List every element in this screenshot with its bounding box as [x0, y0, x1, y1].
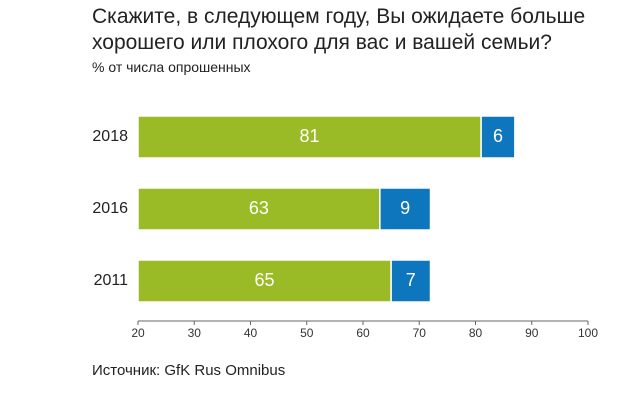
data-label: 63 — [249, 198, 269, 218]
source-note: Источник: GfK Rus Omnibus — [92, 362, 286, 379]
x-tick-label: 80 — [469, 326, 483, 340]
x-tick-label: 70 — [413, 326, 427, 340]
bar — [390, 259, 432, 303]
y-tick-label: 2018 — [92, 128, 128, 145]
chart-title: Скажите, в следующем году, Вы ожидаете б… — [92, 5, 586, 54]
data-label: 7 — [406, 270, 416, 290]
x-tick-label: 40 — [244, 326, 258, 340]
x-tick-label: 100 — [578, 326, 598, 340]
y-tick-label: 2011 — [94, 272, 129, 289]
data-label: 81 — [300, 126, 320, 146]
x-tick-label: 30 — [188, 326, 202, 340]
chart-subtitle: % от числа опрошенных — [92, 59, 251, 75]
data-label: 6 — [493, 126, 503, 146]
x-tick-label: 50 — [300, 326, 314, 340]
x-tick-label: 20 — [131, 326, 145, 340]
bar — [137, 259, 392, 303]
x-tick-label: 90 — [525, 326, 539, 340]
y-tick-label: 2016 — [92, 200, 128, 217]
data-label: 9 — [400, 198, 410, 218]
data-label: 65 — [255, 270, 275, 290]
x-tick-label: 60 — [356, 326, 370, 340]
bar — [379, 187, 432, 231]
bar — [480, 115, 516, 159]
